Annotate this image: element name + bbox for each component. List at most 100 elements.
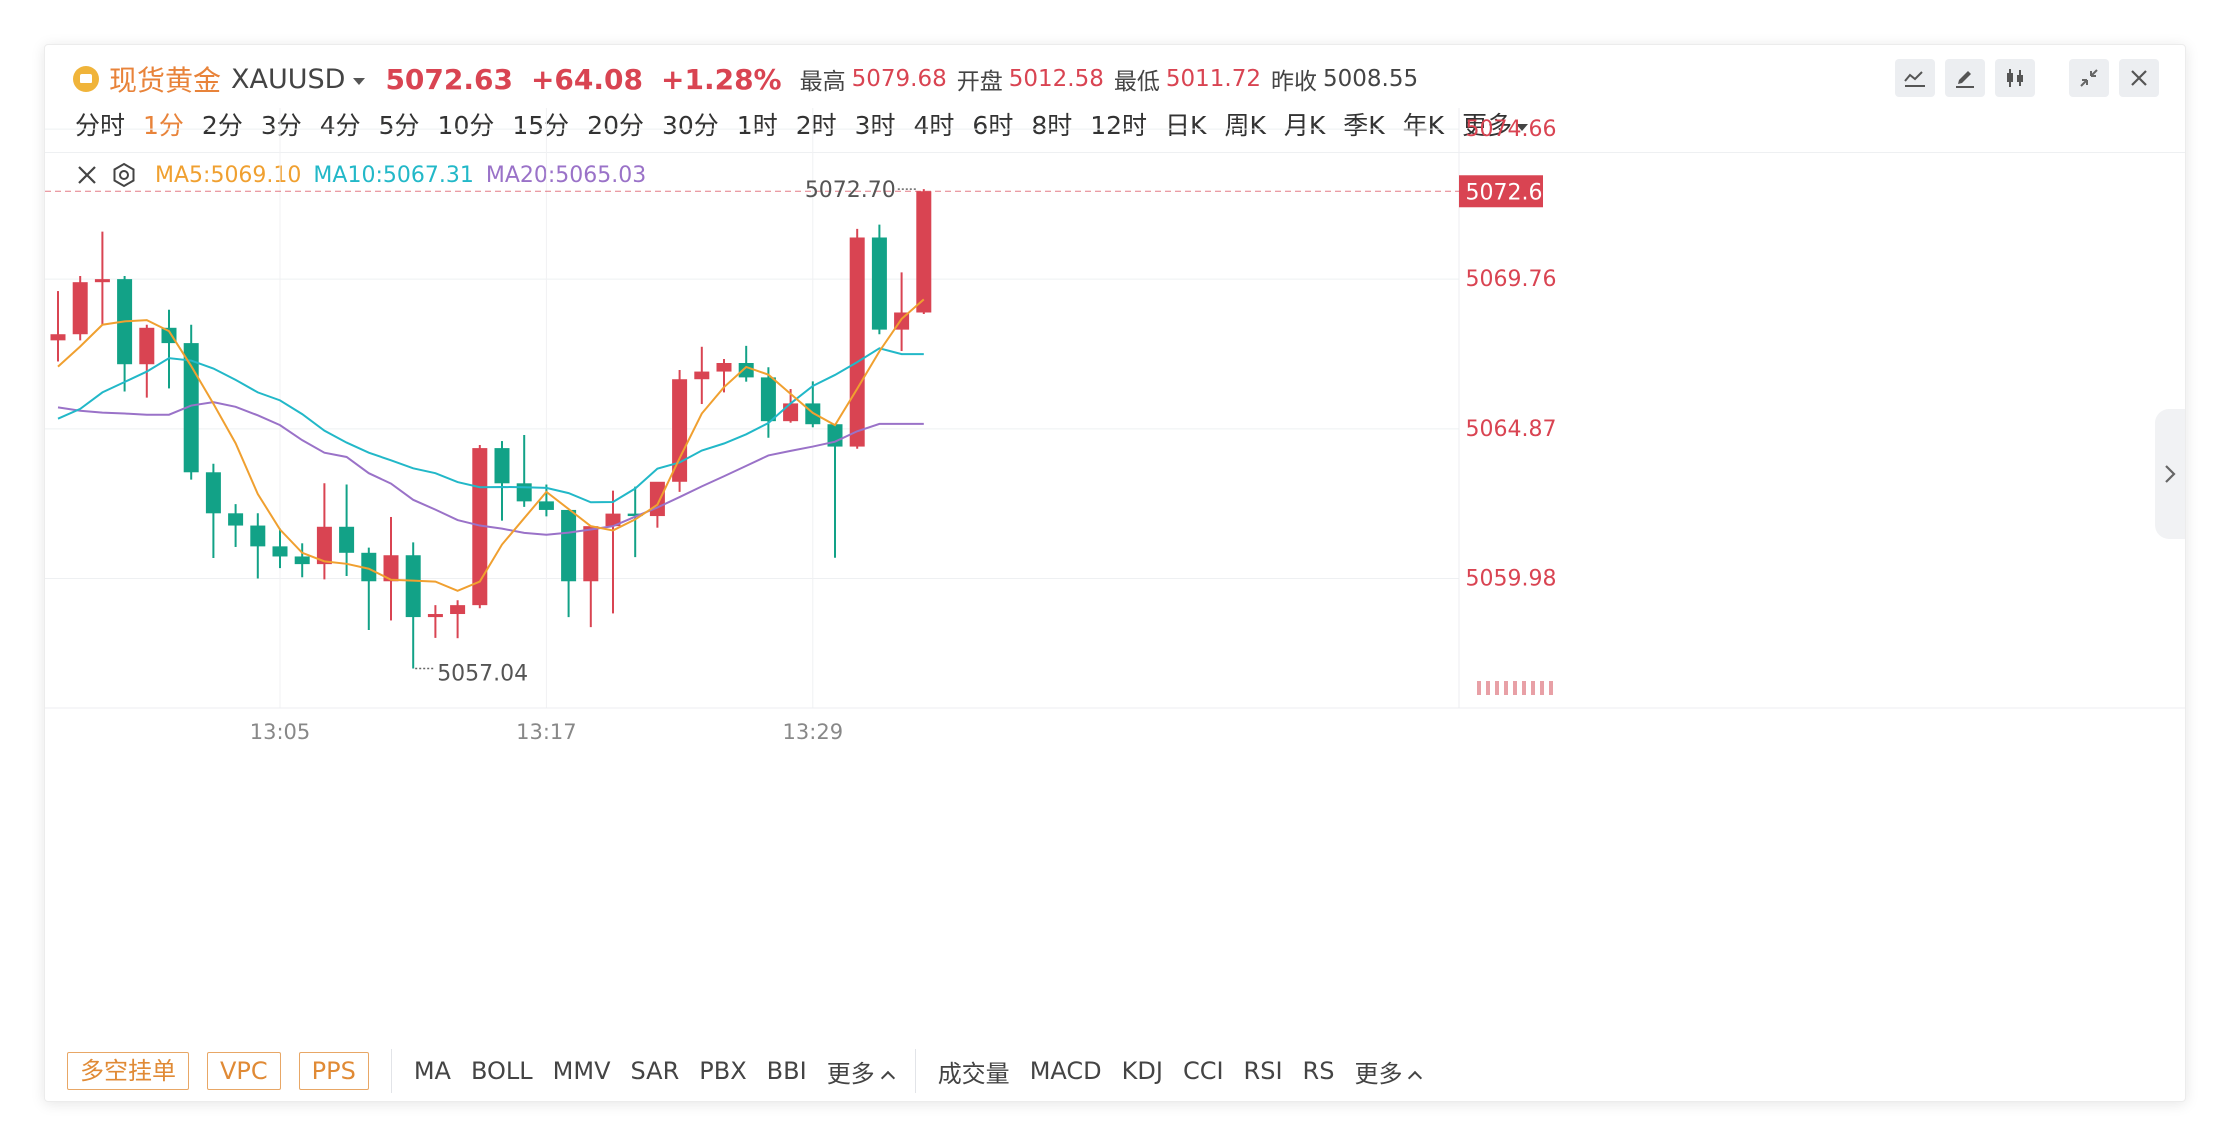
x-tick-label: 13:05 [250, 720, 311, 744]
candle-body [50, 334, 66, 341]
candle-body [605, 513, 621, 527]
period-tab[interactable]: 6时 [972, 111, 1014, 140]
period-tab[interactable]: 季K [1343, 111, 1385, 140]
volume-tick [1540, 681, 1544, 695]
period-tab[interactable]: 12时 [1090, 111, 1148, 140]
candlestick-chart[interactable]: 5074.66 5069.76 5064.87 5059.98 13:05 13:17 13… [45, 45, 2185, 1041]
candlestick-button[interactable] [1995, 59, 2035, 97]
more-label: 更多 [1354, 1059, 1403, 1088]
sub-indicator-macd[interactable]: MACD [1029, 1057, 1102, 1085]
sub-indicator-rs[interactable]: RS [1302, 1057, 1335, 1085]
main-indicator-more[interactable]: 更多 [827, 1054, 895, 1089]
candle-body [538, 501, 554, 510]
draw-button[interactable] [1945, 59, 1985, 97]
ma-legend: MA5:5069.10 MA10:5067.31 MA20:5065.03 [75, 155, 646, 195]
candle-body [583, 526, 599, 582]
divider [390, 1049, 392, 1093]
sub-indicator-cci[interactable]: CCI [1182, 1057, 1224, 1085]
period-tab[interactable]: 4分 [319, 111, 361, 140]
period-tab[interactable]: 30分 [661, 111, 719, 140]
close-button[interactable] [2119, 59, 2159, 97]
candle-body [494, 448, 510, 484]
chevron-right-icon [2165, 465, 2176, 483]
period-tab[interactable]: 2时 [795, 111, 837, 140]
period-tab[interactable]: 分时 [75, 111, 126, 140]
sub-indicator-volume[interactable]: 成交量 [937, 1059, 1010, 1088]
main-indicator-bbi[interactable]: BBI [766, 1057, 807, 1085]
sub-indicator-rsi[interactable]: RSI [1243, 1057, 1283, 1085]
chevron-up-icon [880, 1070, 895, 1085]
candle-body [294, 556, 310, 565]
period-tab[interactable]: 2分 [201, 111, 243, 140]
low-label: 最低 [1113, 69, 1160, 95]
vpc-button[interactable]: VPC [207, 1052, 281, 1090]
long-short-orders-button[interactable]: 多空挂单 [67, 1052, 189, 1090]
period-tab[interactable]: 3时 [854, 111, 896, 140]
high-value: 5079.68 [851, 66, 947, 92]
y-tick-label: 5059.98 [1466, 567, 1557, 592]
candle-body [316, 526, 332, 565]
volume-tick [1531, 681, 1535, 695]
main-indicator-ma[interactable]: MA [413, 1057, 451, 1085]
period-tab[interactable]: 15分 [512, 111, 570, 140]
ma5-legend: MA5:5069.10 [155, 162, 302, 188]
period-tab[interactable]: 3分 [260, 111, 302, 140]
sub-indicator-more[interactable]: 更多 [1354, 1054, 1423, 1089]
period-tab[interactable]: 月K [1283, 111, 1326, 140]
candle-body [228, 513, 244, 526]
period-tab[interactable]: 更多 [1462, 106, 1546, 142]
sub-indicator-kdj[interactable]: KDJ [1121, 1057, 1163, 1085]
period-tab[interactable]: 日K [1165, 111, 1207, 140]
x-tick-label: 13:29 [783, 720, 844, 744]
main-indicator-pbx[interactable]: PBX [699, 1057, 747, 1085]
shrink-button[interactable] [2069, 59, 2109, 97]
candle-body [450, 605, 466, 615]
main-indicator-boll[interactable]: BOLL [470, 1057, 533, 1085]
candle-body [849, 237, 865, 447]
y-tick-label: 5069.76 [1466, 267, 1557, 292]
low-value: 5011.72 [1165, 66, 1261, 92]
volume-tick [1495, 681, 1499, 695]
volume-tick [1504, 681, 1508, 695]
close-icon [2131, 70, 2147, 86]
side-panel-toggle[interactable] [2155, 409, 2185, 539]
period-tab[interactable]: 年K [1402, 111, 1445, 140]
candle-body [672, 379, 688, 482]
candle-body [516, 483, 532, 502]
candle-body [561, 509, 577, 582]
pps-button[interactable]: PPS [298, 1052, 369, 1090]
candle-body [627, 513, 643, 517]
chevron-up-icon [1408, 1070, 1423, 1085]
period-tab[interactable]: 4时 [913, 111, 955, 140]
period-tab[interactable]: 周K [1224, 111, 1266, 140]
line-chart-button[interactable] [1895, 59, 1935, 97]
price-change: +64.08 [530, 62, 643, 96]
candle-body [694, 371, 710, 380]
current-price-label: 5072.63 [1466, 180, 1557, 205]
period-tab[interactable]: 1时 [736, 111, 778, 140]
candle-body [738, 363, 754, 378]
period-tab[interactable]: 1分 [143, 111, 184, 140]
max-price-label: 5072.70 [805, 178, 896, 203]
period-tab[interactable]: 5分 [378, 111, 420, 140]
ma20-legend: MA20:5065.03 [485, 162, 647, 188]
period-tab[interactable]: 8时 [1031, 111, 1073, 140]
candle-body [339, 526, 355, 553]
y-tick-label: 5064.87 [1466, 417, 1557, 442]
main-indicator-sar[interactable]: SAR [630, 1057, 680, 1085]
hide-indicator-icon[interactable] [75, 163, 99, 187]
chart-panel: 现货黄金 XAUUSD 5072.63 +64.08 +1.28% 最高 507… [44, 44, 2186, 1102]
ma5-line [57, 298, 925, 592]
symbol-code[interactable]: XAUUSD [231, 63, 346, 95]
period-tab[interactable]: 10分 [437, 111, 495, 140]
line-chart-icon [1904, 71, 1925, 87]
settings-icon[interactable] [111, 162, 137, 188]
main-indicator-mmv[interactable]: MMV [552, 1057, 611, 1085]
symbol-name[interactable]: 现货黄金 [109, 64, 222, 97]
volume-tick [1477, 681, 1481, 695]
period-tab[interactable]: 20分 [587, 111, 644, 140]
candle-body [361, 552, 377, 582]
quote-header: 现货黄金 XAUUSD 5072.63 +64.08 +1.28% 最高 507… [73, 53, 1428, 105]
candle-body [250, 525, 266, 547]
symbol-dropdown-icon[interactable] [353, 77, 366, 85]
